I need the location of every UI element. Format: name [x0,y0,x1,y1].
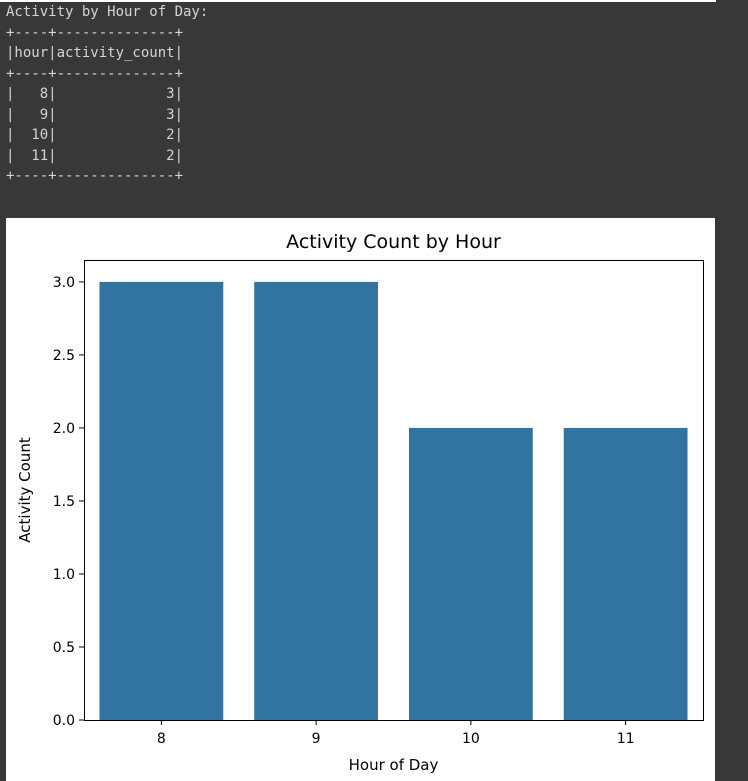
plot-frame [84,260,704,721]
y-tick-label: 2.0 [53,421,75,437]
ticks-layer: 8 9 10 11 0.0 0.5 1.0 1.5 2.0 2.5 3.0 [53,275,635,747]
table-line: +----+--------------+ [6,24,184,41]
bar-hour-8 [99,281,224,720]
y-tick-label: 2.5 [53,348,75,364]
x-axis-label: Hour of Day [349,756,439,774]
bar-chart: 8 9 10 11 0.0 0.5 1.0 1.5 2.0 2.5 3.0 Activity Cou… [16,231,704,774]
bars-layer [99,281,688,720]
table-line: | 8| 3| [6,86,184,102]
y-tick-label: 1.0 [53,567,75,583]
y-tick-label: 0.5 [53,640,75,656]
x-tick-label: 10 [462,731,480,747]
console-output: Activity by Hour of Day: +----+----------… [6,2,208,187]
y-tick-label: 3.0 [53,275,75,291]
table-line: | 10| 2| [6,127,184,143]
x-tick-label: 11 [617,731,635,747]
chart-panel: 8 9 10 11 0.0 0.5 1.0 1.5 2.0 2.5 3.0 Activity Cou… [6,218,715,781]
y-tick-label: 0.0 [53,713,75,729]
x-tick-label: 9 [312,731,321,747]
table-line: | 11| 2| [6,147,184,164]
bar-hour-9 [254,281,379,720]
x-tick-label: 8 [157,731,166,747]
chart-title: Activity Count by Hour [286,231,501,253]
bar-hour-11 [563,427,688,720]
table-line: +----+--------------+ [6,65,184,82]
table-line: +----+--------------+ [6,168,184,184]
bar-hour-10 [408,427,533,720]
top-border [0,0,716,2]
console-heading: Activity by Hour of Day: [6,4,209,20]
table-line: | 9| 3| [6,106,184,123]
table-line: |hour|activity_count| [6,45,184,61]
y-tick-label: 1.5 [53,494,75,510]
y-axis-label: Activity Count [16,437,34,543]
